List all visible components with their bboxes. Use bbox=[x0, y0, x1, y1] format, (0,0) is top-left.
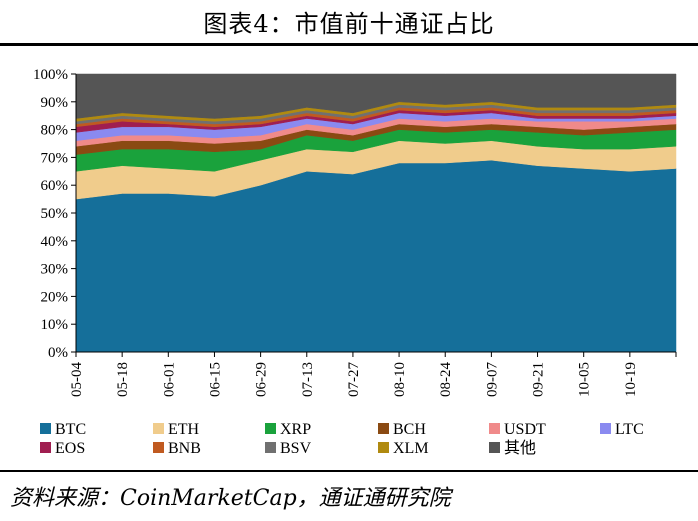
legend-label-BSV: BSV bbox=[280, 440, 312, 457]
legend-swatch-XRP bbox=[265, 423, 276, 434]
y-tick-label: 80% bbox=[41, 123, 69, 139]
y-tick-label: 20% bbox=[41, 289, 69, 305]
axes-group: 0% 10% 20% 30% 40% 50% 60% 70% 80% 90% 100% 05-04 05… bbox=[33, 67, 677, 397]
legend-label-USDT: USDT bbox=[504, 421, 546, 438]
y-tick-label: 0% bbox=[48, 345, 68, 361]
y-tick-label: 30% bbox=[41, 262, 69, 278]
legend-label-EOS: EOS bbox=[55, 440, 85, 457]
y-tick-label: 10% bbox=[41, 317, 69, 333]
legend-swatch-USDT bbox=[489, 423, 500, 434]
legend-label-其他: 其他 bbox=[504, 439, 536, 457]
x-tick-label: 06-15 bbox=[207, 362, 223, 397]
legend-label-BNB: BNB bbox=[168, 440, 201, 457]
legend-swatch-LTC bbox=[600, 423, 611, 434]
x-tick-label: 06-01 bbox=[161, 362, 177, 397]
legend-label-BCH: BCH bbox=[393, 421, 426, 438]
legend-swatch-BTC bbox=[40, 423, 51, 434]
area-series-group bbox=[75, 73, 677, 353]
x-tick-label: 07-13 bbox=[300, 362, 316, 397]
title-divider bbox=[0, 43, 698, 46]
source-divider bbox=[0, 470, 698, 472]
legend-swatch-BNB bbox=[153, 442, 164, 453]
area-其他 bbox=[75, 73, 677, 119]
x-tick-label: 08-10 bbox=[392, 362, 408, 397]
legend-label-BTC: BTC bbox=[55, 421, 86, 438]
legend-swatch-EOS bbox=[40, 442, 51, 453]
stacked-area-chart: 0% 10% 20% 30% 40% 50% 60% 70% 80% 90% 100% 05-04 05… bbox=[33, 67, 677, 457]
legend-label-LTC: LTC bbox=[615, 421, 644, 438]
legend-label-ETH: ETH bbox=[168, 421, 200, 438]
legend-label-XRP: XRP bbox=[280, 421, 311, 438]
x-tick-label: 10-19 bbox=[623, 362, 639, 397]
legend-swatch-其他 bbox=[489, 442, 500, 453]
legend: BTC ETH XRP BCH USDT LTC EOS BNB BSV XLM 其他 bbox=[40, 421, 644, 457]
source-note: 资料来源：CoinMarketCap，通证通研究院 bbox=[10, 486, 451, 511]
x-tick-label: 07-27 bbox=[346, 362, 362, 397]
x-tick-label: 09-21 bbox=[531, 362, 547, 397]
x-tick-label: 09-07 bbox=[484, 362, 500, 397]
legend-swatch-XLM bbox=[378, 442, 389, 453]
x-tick-label: 08-24 bbox=[438, 362, 454, 397]
y-tick-label: 100% bbox=[33, 67, 68, 83]
y-tick-label: 90% bbox=[41, 95, 69, 111]
y-tick-label: 40% bbox=[41, 234, 69, 250]
legend-swatch-BCH bbox=[378, 423, 389, 434]
y-tick-label: 50% bbox=[41, 206, 69, 222]
chart-title: 图表4：市值前十通证占比 bbox=[203, 10, 495, 38]
y-tick-label: 70% bbox=[41, 150, 69, 166]
x-tick-label: 05-18 bbox=[115, 362, 131, 397]
x-tick-label: 10-05 bbox=[577, 362, 593, 397]
x-tick-label: 05-04 bbox=[69, 362, 85, 397]
legend-swatch-BSV bbox=[265, 442, 276, 453]
legend-label-XLM: XLM bbox=[393, 440, 429, 457]
x-tick-label: 06-29 bbox=[254, 362, 270, 397]
legend-swatch-ETH bbox=[153, 423, 164, 434]
y-tick-label: 60% bbox=[41, 178, 69, 194]
